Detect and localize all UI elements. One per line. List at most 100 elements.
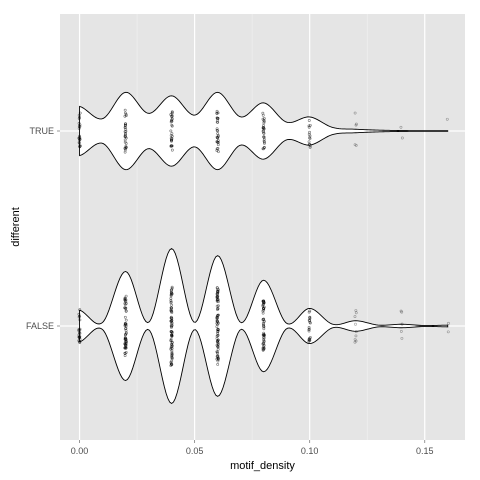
data-point [169, 293, 173, 297]
data-point [354, 123, 358, 127]
data-point [216, 134, 220, 137]
x-tick-label: 0.00 [71, 446, 89, 456]
data-point [78, 137, 82, 141]
data-point [262, 121, 266, 125]
data-point [170, 148, 174, 152]
data-point [262, 333, 266, 337]
data-point [124, 322, 127, 325]
data-point [170, 119, 173, 123]
data-point [78, 136, 81, 140]
data-point [78, 145, 82, 149]
data-point [170, 334, 174, 338]
data-point [354, 309, 358, 312]
data-point [354, 334, 358, 338]
data-point [78, 328, 82, 332]
data-points [77, 108, 450, 367]
data-point [124, 332, 128, 336]
y-axis-title: different [10, 207, 22, 247]
data-point [124, 122, 127, 126]
data-point [353, 111, 357, 115]
data-point [216, 307, 220, 311]
data-point [216, 351, 219, 355]
data-point [124, 326, 128, 330]
data-point [354, 122, 358, 126]
data-point [399, 329, 403, 333]
data-point [215, 149, 219, 152]
data-point [170, 341, 174, 344]
data-point [77, 127, 81, 130]
data-point [307, 325, 311, 329]
data-point [170, 306, 174, 310]
data-point [123, 140, 127, 144]
data-point [354, 330, 358, 334]
data-point [124, 318, 128, 322]
data-point [124, 123, 127, 127]
data-point [307, 143, 311, 146]
data-point [124, 111, 127, 115]
data-point [123, 302, 127, 305]
data-point [261, 111, 265, 115]
data-point [216, 139, 220, 142]
data-point [170, 311, 174, 315]
data-point [124, 345, 128, 349]
data-point [123, 114, 127, 118]
data-point [123, 297, 127, 300]
data-point [445, 117, 449, 121]
data-point [170, 351, 174, 355]
data-point [216, 341, 220, 345]
data-point [215, 292, 219, 296]
data-point [78, 111, 82, 115]
data-point [124, 146, 128, 149]
data-point [170, 115, 174, 119]
data-point [77, 315, 81, 319]
data-point [77, 117, 81, 120]
data-point [78, 134, 82, 138]
data-point [263, 142, 266, 145]
data-point [446, 330, 450, 334]
data-point [170, 303, 174, 307]
data-point [307, 119, 311, 122]
data-point [308, 319, 312, 323]
data-point [447, 321, 450, 325]
data-point [262, 307, 266, 311]
data-point [262, 132, 266, 135]
x-tick-label: 0.05 [186, 446, 204, 456]
data-point [400, 310, 404, 314]
data-point [307, 327, 311, 331]
data-point [215, 128, 219, 132]
data-point [354, 311, 358, 315]
data-point [124, 342, 128, 346]
data-point [169, 290, 173, 294]
data-point [170, 111, 174, 114]
data-point [262, 320, 266, 323]
data-point [308, 320, 312, 324]
data-point [261, 318, 265, 322]
data-point [354, 322, 357, 326]
data-point [170, 139, 173, 143]
axes: 0.00 0.05 0.10 0.15 TRUE FALSE [26, 126, 434, 456]
data-point [262, 325, 266, 329]
data-point [216, 118, 219, 122]
data-point [308, 145, 312, 149]
data-point [169, 309, 173, 313]
data-point [262, 120, 266, 123]
data-point [170, 132, 174, 135]
data-point [169, 129, 173, 133]
data-point [307, 140, 311, 144]
data-point [308, 316, 312, 320]
data-point [170, 123, 174, 127]
data-point [216, 344, 220, 348]
data-point [124, 309, 128, 313]
data-point [169, 347, 173, 351]
data-point [262, 340, 266, 343]
data-point [261, 348, 265, 352]
data-point [170, 321, 174, 325]
data-point [216, 147, 220, 150]
data-point [124, 127, 128, 131]
x-tick-label: 0.10 [301, 446, 319, 456]
data-point [262, 331, 266, 335]
data-point [170, 285, 174, 289]
data-point [262, 308, 266, 312]
data-point [215, 111, 219, 115]
